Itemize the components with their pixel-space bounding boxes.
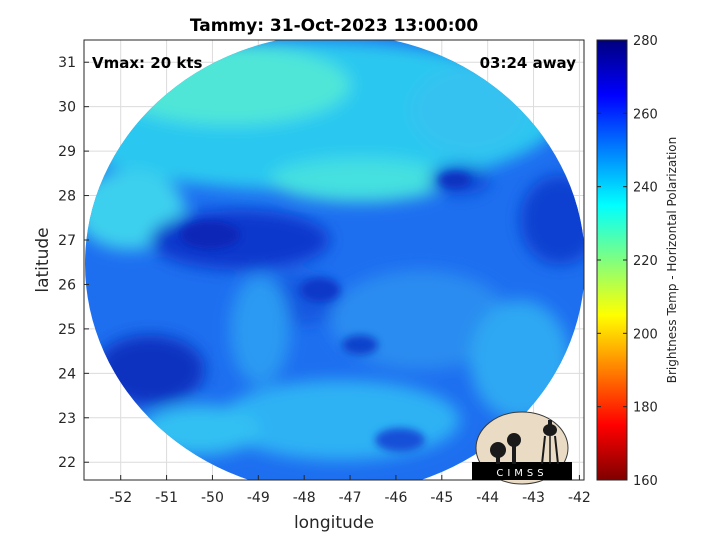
x-tick-label: -47 [339, 490, 362, 506]
colorbar: 160 180 200 220 240 260 280 Brightness Temp - … [596, 34, 679, 489]
y-axis-label: latitude [33, 227, 53, 292]
colorbar-tick-label: 200 [633, 327, 658, 342]
x-tick-label: -44 [476, 490, 499, 506]
x-tick-labels: -52 -51 -50 -49 -48 -47 -46 -45 -44 -43 -42 [109, 475, 591, 506]
colorbar-tick-label: 280 [633, 34, 658, 49]
colorbar-tick-label: 240 [633, 181, 658, 196]
y-tick-label: 22 [58, 455, 76, 471]
y-tick-label: 24 [58, 366, 76, 382]
time-away-annotation: 03:24 away [480, 54, 577, 72]
y-tick-label: 31 [58, 55, 76, 71]
x-tick-label: -43 [522, 490, 545, 506]
x-tick-label: -45 [430, 490, 453, 506]
y-tick-labels: 22 23 24 25 26 27 28 29 30 31 [58, 55, 89, 471]
y-tick-label: 23 [58, 411, 76, 427]
y-tick-label: 29 [58, 144, 76, 160]
y-tick-label: 25 [58, 322, 76, 338]
x-tick-label: -52 [109, 490, 132, 506]
x-tick-label: -49 [247, 490, 270, 506]
colorbar-tick-labels: 160 180 200 220 240 260 280 [597, 34, 658, 489]
chart-title: Tammy: 31-Oct-2023 13:00:00 [190, 16, 478, 36]
y-tick-label: 28 [58, 189, 76, 205]
x-tick-label: -51 [155, 490, 178, 506]
y-tick-label: 27 [58, 233, 76, 249]
cimss-logo: CIMSS [472, 411, 572, 485]
x-tick-label: -42 [568, 490, 591, 506]
colorbar-tick-label: 260 [633, 107, 658, 122]
colorbar-tick-label: 220 [633, 254, 658, 269]
x-axis-label: longitude [294, 513, 374, 533]
x-tick-label: -50 [201, 490, 224, 506]
colorbar-tick-label: 180 [633, 401, 658, 416]
x-tick-label: -46 [384, 490, 407, 506]
colorbar-gradient [596, 39, 628, 481]
y-tick-label: 26 [58, 277, 76, 293]
x-tick-label: -48 [293, 490, 316, 506]
y-tick-label: 30 [58, 100, 76, 116]
cimss-logo-text: CIMSS [496, 468, 547, 479]
vmax-annotation: Vmax: 20 kts [92, 54, 202, 72]
colorbar-label: Brightness Temp - Horizontal Polarizatio… [665, 137, 679, 384]
axes-box [83, 39, 585, 481]
colorbar-tick-label: 160 [633, 474, 658, 489]
